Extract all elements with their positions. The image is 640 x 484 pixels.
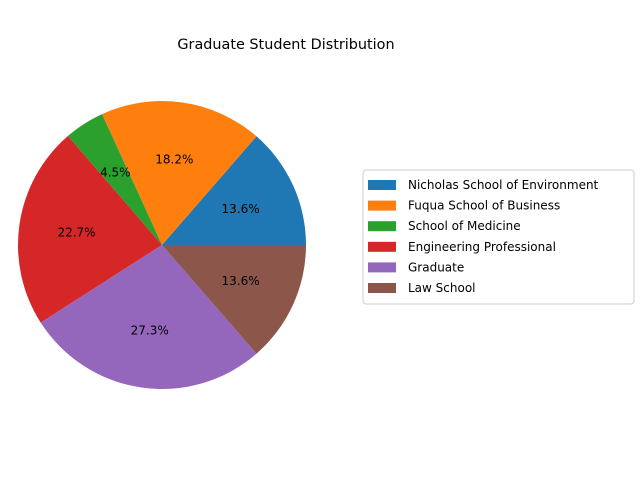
pie-slice-5: [40, 245, 257, 389]
legend-swatch-1: [368, 180, 396, 190]
pie-percent-label-3: 4.5%: [100, 165, 131, 179]
legend-swatch-6: [368, 283, 396, 293]
pie-percent-label-2: 18.2%: [155, 152, 193, 166]
pie-slice-2: [102, 100, 257, 245]
legend-label-4: Engineering Professional: [408, 240, 556, 254]
legend-swatch-2: [368, 200, 396, 211]
pie-slice-4: [17, 136, 163, 323]
legend-swatch-4: [368, 241, 396, 252]
legend-swatch-5: [368, 262, 396, 273]
pie-slice-3: [67, 114, 162, 245]
pie-percent-label-4: 22.7%: [57, 226, 95, 240]
pie-slice-6: [162, 245, 306, 354]
chart-title: Graduate Student Distribution: [177, 37, 394, 53]
pie-percent-label-6: 13.6%: [222, 274, 260, 288]
pie-percent-labels: 13.6% 18.2% 4.5% 22.7% 27.3% 13.6%: [57, 152, 259, 337]
pie-slice-1: [162, 136, 306, 245]
legend-label-3: School of Medicine: [408, 219, 521, 233]
legend-swatch-3: [368, 221, 396, 232]
legend-frame: [362, 169, 635, 305]
pie-slices: [17, 100, 306, 389]
pie-percent-label-1: 13.6%: [222, 202, 260, 216]
legend-label-6: Law School: [408, 281, 476, 295]
legend-label-1: Nicholas School of Environment: [408, 178, 599, 192]
pie-percent-label-5: 27.3%: [131, 324, 169, 338]
legend-label-5: Graduate: [408, 260, 464, 274]
legend: Nicholas School of Environment Fuqua Scho…: [362, 169, 635, 305]
legend-label-2: Fuqua School of Business: [408, 199, 560, 213]
